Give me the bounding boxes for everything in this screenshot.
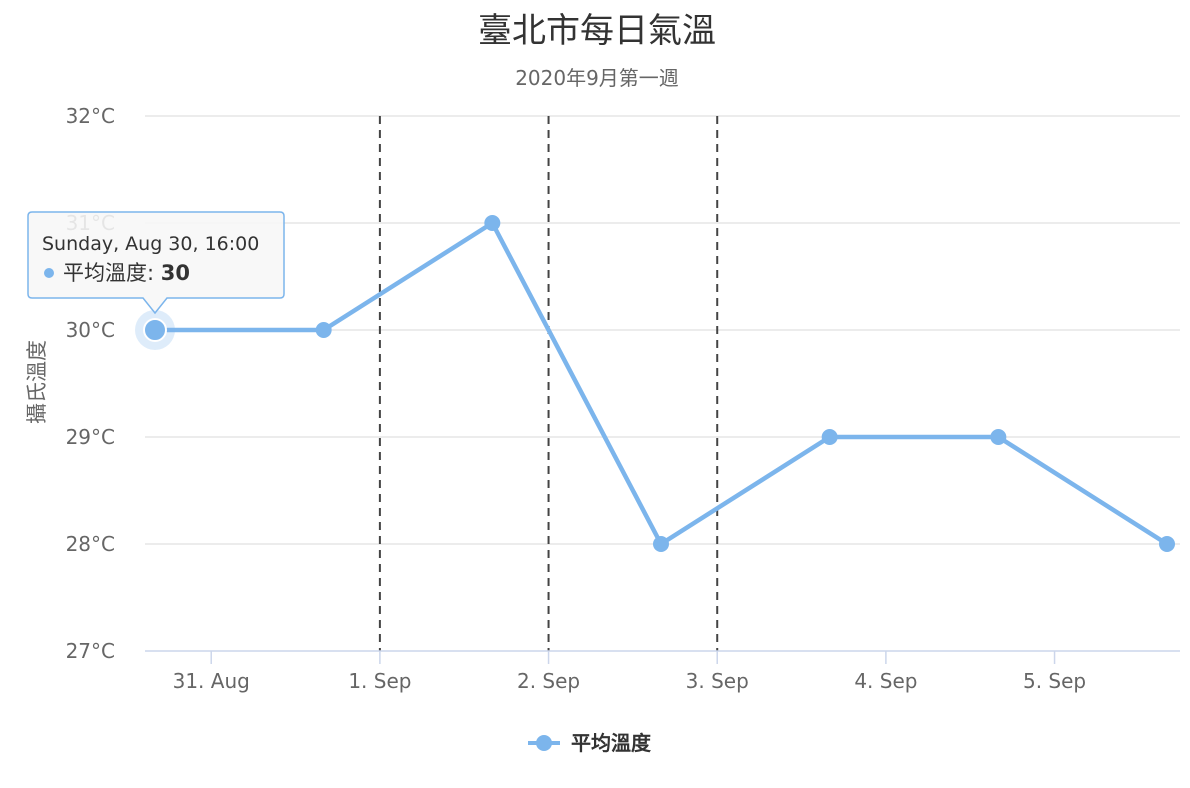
data-point[interactable] bbox=[143, 318, 167, 342]
x-tick-label: 3. Sep bbox=[686, 669, 749, 693]
vertical-plot-lines bbox=[378, 116, 719, 651]
tooltip-series-label: 平均溫度 bbox=[63, 261, 147, 285]
y-tick-label: 27°C bbox=[66, 639, 115, 663]
y-tick-label: 29°C bbox=[66, 425, 115, 449]
tooltip-value: 30 bbox=[161, 261, 190, 285]
tooltip-series-line: 平均溫度: 30 bbox=[63, 261, 190, 285]
x-tick-label: 5. Sep bbox=[1023, 669, 1086, 693]
tooltip: Sunday, Aug 30, 16:00 平均溫度: 30 bbox=[27, 211, 285, 315]
legend-label[interactable]: 平均溫度 bbox=[571, 731, 652, 755]
x-tick-label: 4. Sep bbox=[854, 669, 917, 693]
series-line-path bbox=[152, 220, 1170, 547]
data-point[interactable] bbox=[315, 322, 332, 338]
chart-subtitle: 2020年9月第一週 bbox=[515, 66, 679, 90]
data-point[interactable] bbox=[484, 215, 501, 231]
chart-title: 臺北市每日氣溫 bbox=[478, 11, 716, 51]
series-markers[interactable] bbox=[135, 215, 1175, 552]
y-tick-label: 28°C bbox=[66, 532, 115, 556]
y-tick-label: 30°C bbox=[66, 318, 115, 342]
tooltip-series-dot-icon bbox=[44, 268, 54, 278]
x-tick-label: 31. Aug bbox=[173, 669, 250, 693]
data-point[interactable] bbox=[1159, 536, 1175, 552]
tooltip-header: Sunday, Aug 30, 16:00 bbox=[42, 233, 259, 255]
y-axis-title: 攝氏溫度 bbox=[25, 340, 49, 424]
data-point[interactable] bbox=[990, 429, 1007, 445]
x-tick-label: 2. Sep bbox=[517, 669, 580, 693]
data-point[interactable] bbox=[653, 536, 669, 552]
tooltip-box bbox=[27, 211, 285, 315]
series-line bbox=[152, 220, 1170, 547]
legend-marker-icon bbox=[536, 735, 552, 751]
legend[interactable]: 平均溫度 bbox=[528, 731, 652, 755]
y-tick-label: 32°C bbox=[66, 104, 115, 128]
data-point[interactable] bbox=[821, 429, 838, 445]
x-tick-label: 1. Sep bbox=[348, 669, 411, 693]
